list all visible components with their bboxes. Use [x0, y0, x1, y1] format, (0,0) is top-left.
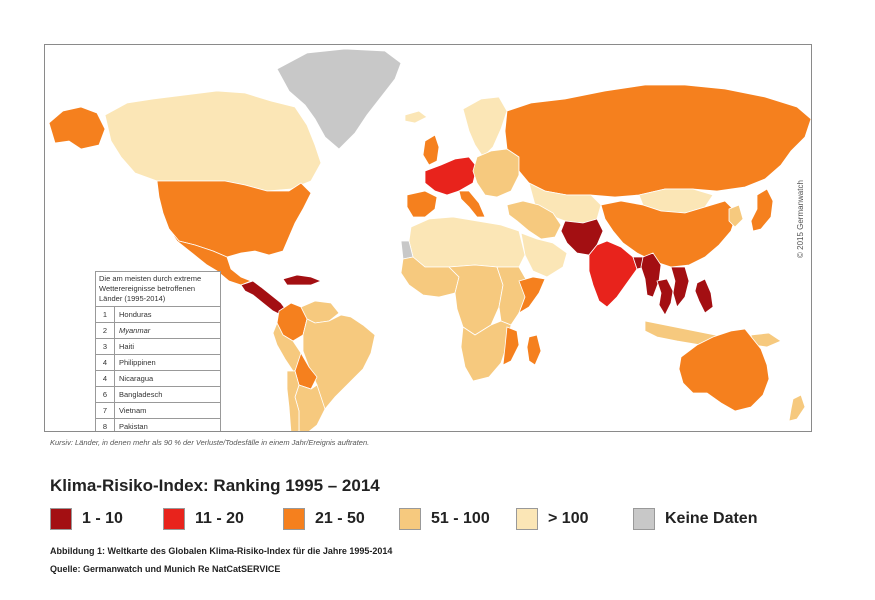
region-india: [588, 240, 638, 308]
legend-item-over-100: > 100: [516, 508, 588, 530]
ranking-table-row: 3 Haiti: [95, 338, 221, 355]
footnote: Kursiv: Länder, in denen mehr als 90 % d…: [50, 438, 370, 447]
ranking-table-row: 8 Pakistan: [95, 418, 221, 431]
ranking-rank: 4: [95, 354, 115, 371]
region-canada: [104, 90, 322, 192]
region-alaska: [48, 106, 106, 150]
ranking-country: Haiti: [114, 338, 221, 355]
legend-swatch-over-100: [516, 508, 538, 530]
legend-item-1-10: 1 - 10: [50, 508, 123, 530]
ranking-table-header-row: Die am meisten durch extreme Wetterereig…: [95, 271, 221, 307]
ranking-table-row: 4 Philippinen: [95, 354, 221, 371]
ranking-rank: 7: [95, 402, 115, 419]
legend-swatch-no-data: [633, 508, 655, 530]
region-philippines: [694, 278, 714, 314]
ranking-rank: 3: [95, 338, 115, 355]
ranking-rank: 4: [95, 370, 115, 387]
ranking-country: Honduras: [114, 306, 221, 323]
region-mozambique: [502, 326, 520, 366]
region-brazil: [302, 314, 376, 410]
legend-label-no-data: Keine Daten: [665, 510, 758, 527]
region-iberia: [406, 190, 438, 218]
region-iceland: [404, 110, 428, 124]
ranking-country: Nicaragua: [114, 370, 221, 387]
region-japan: [750, 188, 774, 232]
ranking-rank: 8: [95, 418, 115, 431]
region-russia: [504, 84, 811, 198]
legend-label-11-20: 11 - 20: [195, 510, 244, 527]
legend-swatch-51-100: [399, 508, 421, 530]
region-middle-east: [506, 200, 562, 240]
source-caption: Quelle: Germanwatch und Munich Re NatCat…: [50, 564, 281, 574]
region-italy: [458, 190, 486, 218]
ranking-table-row: 4 Nicaragua: [95, 370, 221, 387]
ranking-rank: 2: [95, 322, 115, 339]
legend-title: Klima-Risiko-Index: Ranking 1995 – 2014: [50, 476, 380, 495]
region-arabian-peninsula: [520, 232, 568, 278]
world-map: Die am meisten durch extreme Wetterereig…: [44, 44, 812, 432]
ranking-country: Vietnam: [114, 402, 221, 419]
legend-swatch-11-20: [163, 508, 185, 530]
ranking-country: Bangladesch: [114, 386, 221, 403]
copyright-label: © 2015 Germanwatch: [796, 180, 805, 258]
region-uk: [422, 134, 440, 166]
figure-caption: Abbildung 1: Weltkarte des Globalen Klim…: [50, 546, 393, 556]
region-somalia: [518, 276, 546, 314]
ranking-table-row: 2 Myanmar: [95, 322, 221, 339]
region-new-zealand: [788, 394, 806, 422]
ranking-table-row: 7 Vietnam: [95, 402, 221, 419]
region-madagascar: [526, 334, 542, 366]
region-china: [600, 200, 738, 268]
ranking-country: Philippinen: [114, 354, 221, 371]
region-chile: [286, 370, 300, 431]
region-thailand: [656, 278, 674, 316]
legend-label-51-100: 51 - 100: [431, 510, 490, 527]
ranking-rank: 1: [95, 306, 115, 323]
legend-item-no-data: Keine Daten: [633, 508, 757, 530]
region-france-and-germany: [424, 156, 478, 196]
legend-item-11-20: 11 - 20: [163, 508, 244, 530]
ranking-country: Pakistan: [114, 418, 221, 431]
legend-label-1-10: 1 - 10: [82, 510, 123, 527]
region-caribbean: [282, 274, 323, 286]
ranking-table-header: Die am meisten durch extreme Wetterereig…: [95, 271, 221, 307]
legend-item-21-50: 21 - 50: [283, 508, 365, 530]
ranking-rank: 6: [95, 386, 115, 403]
region-myanmar: [640, 252, 662, 298]
legend-swatch-1-10: [50, 508, 72, 530]
region-vietnam: [670, 266, 690, 308]
region-greenland: [276, 48, 402, 150]
legend-label-over-100: > 100: [548, 510, 589, 527]
region-scandinavia: [462, 96, 508, 158]
legend-label-21-50: 21 - 50: [315, 510, 365, 527]
legend-swatch-21-50: [283, 508, 305, 530]
legend-item-51-100: 51 - 100: [399, 508, 490, 530]
ranking-table-row: 1 Honduras: [95, 306, 221, 323]
region-eastern-europe: [472, 148, 520, 198]
ranking-table-row: 6 Bangladesch: [95, 386, 221, 403]
ranking-country: Myanmar: [114, 322, 221, 339]
region-australia: [678, 328, 770, 412]
ranking-table: Die am meisten durch extreme Wetterereig…: [95, 271, 221, 431]
region-korea: [728, 204, 744, 228]
